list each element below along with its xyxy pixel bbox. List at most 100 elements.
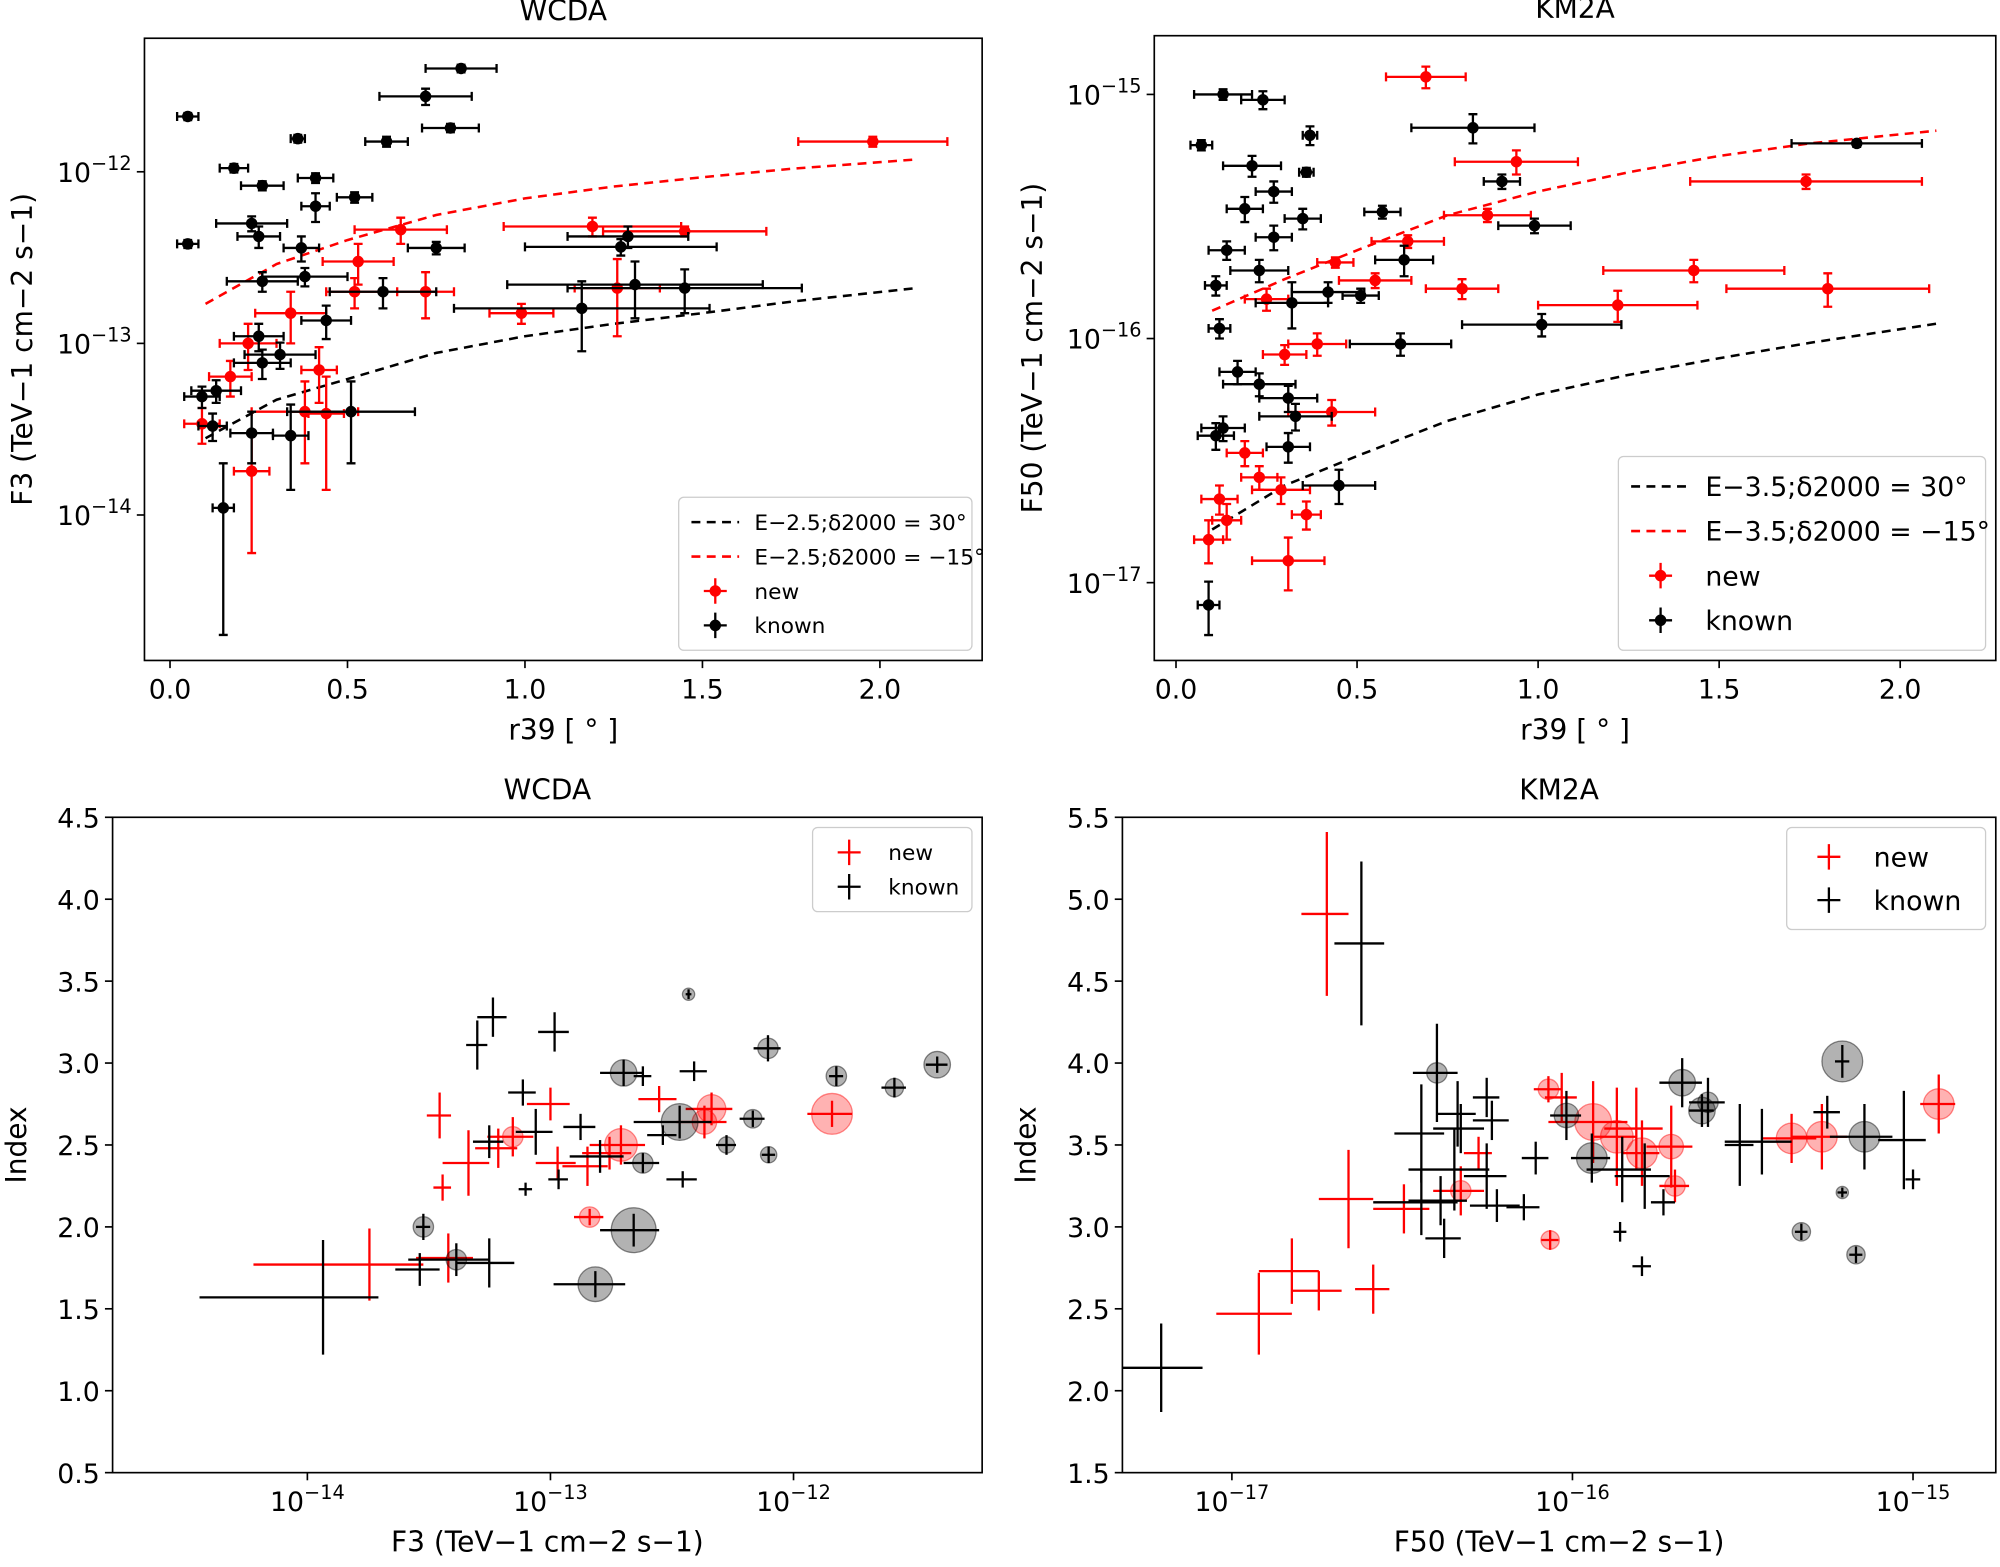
legend-dot — [1654, 614, 1667, 627]
legend-label: known — [1705, 606, 1793, 637]
point — [1213, 493, 1226, 505]
legend-marker — [837, 839, 861, 866]
x-tick-label: 1.0 — [504, 675, 547, 706]
point — [1202, 599, 1215, 611]
legend-dot — [709, 585, 722, 597]
axes-frame — [1121, 816, 1997, 1474]
point — [394, 223, 407, 236]
point — [1282, 554, 1294, 567]
point — [1217, 422, 1229, 434]
point — [1220, 244, 1233, 256]
x-axis-label: r39 [ ° ] — [1520, 714, 1630, 747]
y-axis-label: Index — [1010, 1106, 1043, 1183]
legend-label: E−2.5;δ2000 = −15° — [754, 545, 984, 570]
point — [380, 135, 393, 148]
legend-label: new — [1874, 842, 1929, 873]
y-tick-label: 1.5 — [57, 1295, 100, 1326]
point — [1202, 533, 1215, 546]
point — [1278, 348, 1291, 361]
plot-area — [175, 62, 949, 637]
point — [678, 282, 691, 294]
point — [1253, 378, 1266, 390]
x-tick-label: 2.0 — [1879, 675, 1922, 706]
point — [1213, 322, 1226, 335]
point — [352, 255, 364, 268]
point — [1333, 479, 1345, 492]
point — [1481, 209, 1494, 221]
legend: E−3.5;δ2000 = 30° E−3.5;δ2000 = −15° new kn… — [1617, 455, 1990, 651]
point — [1253, 471, 1266, 484]
legend-marker — [1817, 887, 1841, 913]
legend-label: new — [1705, 561, 1760, 592]
y-tick-label: 5.0 — [1067, 885, 1110, 916]
point — [182, 110, 194, 123]
legend: E−2.5;δ2000 = 30° E−2.5;δ2000 = −15° new kn… — [678, 496, 985, 651]
legend-label: known — [1874, 886, 1962, 917]
panel: WCDA r39 [ ° ] F3 (TeV−1 cm−2 s−1) 0.0 0.5 1.… — [6, 0, 985, 747]
point — [228, 162, 240, 174]
model-curve — [1211, 322, 1937, 531]
y-tick-label: 4.5 — [1067, 967, 1110, 998]
legend: new known — [811, 826, 973, 913]
point — [1268, 185, 1280, 198]
legend-label: E−3.5;δ2000 = −15° — [1705, 517, 1990, 548]
y-tick-label: 4.0 — [57, 885, 100, 916]
point — [622, 230, 634, 243]
point — [867, 135, 879, 148]
point — [1239, 447, 1251, 459]
chart-title: KM2A — [1519, 773, 1599, 806]
point — [1398, 254, 1410, 266]
point — [1296, 212, 1309, 225]
point — [245, 465, 258, 477]
y-axis-label: F50 (TeV−1 cm−2 s−1) — [1016, 183, 1049, 514]
point — [1300, 166, 1313, 178]
y-tick-label: 2.0 — [57, 1213, 100, 1244]
point — [1394, 338, 1407, 350]
point — [348, 191, 361, 204]
y-error-bar — [218, 462, 228, 637]
point — [586, 220, 599, 233]
y-tick-label: 1.0 — [57, 1377, 100, 1408]
point — [1210, 429, 1222, 442]
point — [1220, 514, 1233, 527]
point — [284, 307, 297, 319]
legend-label: E−3.5;δ2000 = 30° — [1705, 472, 1967, 503]
plot-area — [1189, 65, 1937, 637]
point — [345, 405, 357, 418]
plot-area — [199, 987, 952, 1355]
point — [320, 314, 332, 327]
y-tick-label: 4.5 — [57, 803, 100, 834]
legend-label: new — [888, 841, 933, 866]
x-tick-label: 2.0 — [859, 675, 902, 706]
point — [1322, 286, 1334, 298]
legend-marker — [1817, 844, 1841, 870]
point — [1268, 231, 1280, 243]
legend-box — [1786, 826, 1987, 931]
legend-box — [1617, 455, 1987, 651]
point — [217, 502, 229, 514]
point — [576, 302, 588, 315]
chart-title: WCDA — [504, 773, 592, 806]
model-curve — [204, 286, 916, 440]
point — [182, 238, 194, 250]
point — [1282, 392, 1294, 404]
y-tick-label: 2.5 — [1067, 1295, 1110, 1326]
point — [1300, 508, 1313, 521]
point — [1800, 175, 1812, 188]
x-axis-label: r39 [ ° ] — [508, 714, 618, 747]
point — [1354, 289, 1367, 302]
x-tick-label: 1.5 — [681, 675, 724, 706]
y-tick-label: 2.5 — [57, 1131, 100, 1162]
point — [1282, 441, 1294, 453]
x-tick-label: 0.0 — [149, 675, 192, 706]
chart-title: KM2A — [1535, 0, 1615, 25]
point — [1195, 139, 1208, 151]
point — [1246, 160, 1258, 172]
y-tick-label: 3.5 — [1067, 1131, 1110, 1162]
point — [1253, 264, 1266, 277]
point — [1467, 122, 1479, 134]
point — [309, 200, 322, 212]
point — [256, 179, 269, 192]
